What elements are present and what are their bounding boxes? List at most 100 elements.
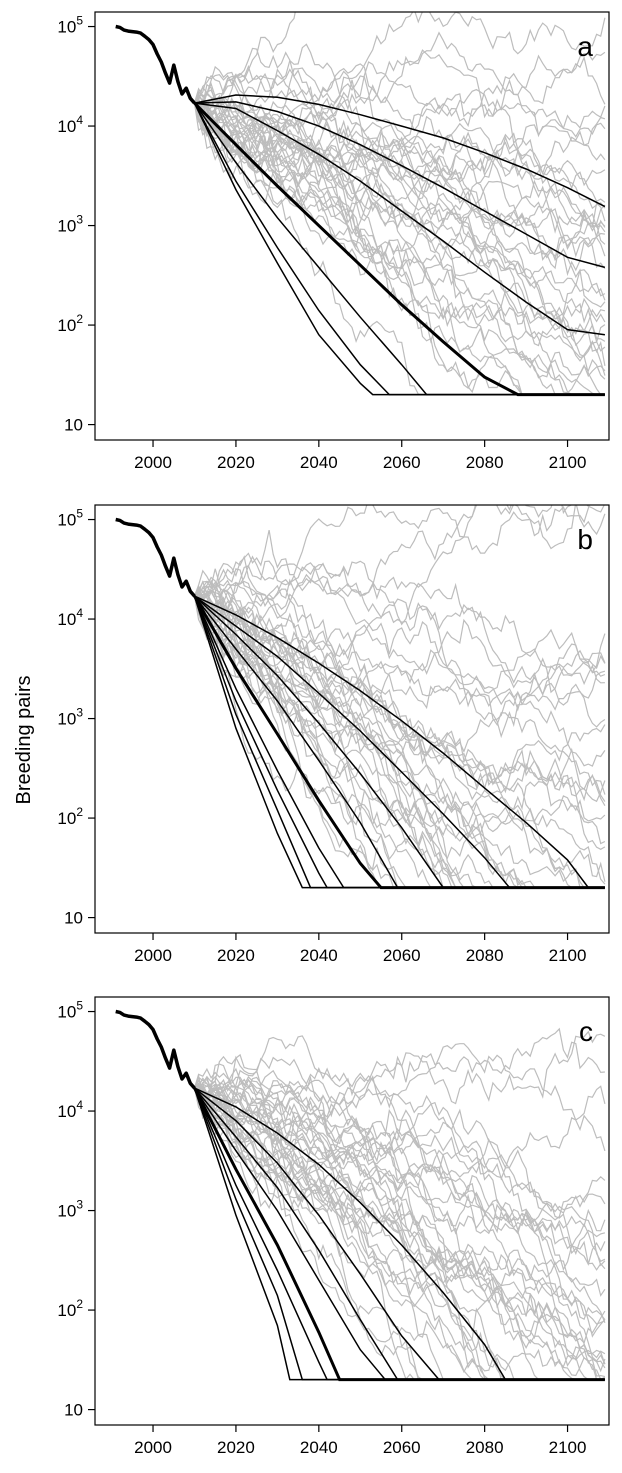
simulation-line <box>194 580 606 803</box>
panel-label: c <box>579 1016 593 1047</box>
observed-line <box>115 24 196 105</box>
simulation-line <box>194 590 444 888</box>
simulation-line <box>193 1087 419 1380</box>
panel-b: 2000 2020 2040 2060 2080 2100 10 102 103 104 105 b <box>57 504 610 965</box>
plot-area <box>115 505 606 890</box>
simulation-line <box>193 595 606 794</box>
x-tick-label: 2000 <box>134 946 172 965</box>
y-axis-label: Breeding pairs <box>13 676 35 805</box>
simulation-line <box>194 97 606 380</box>
simulation-line <box>193 595 606 845</box>
simulation-line <box>194 64 606 210</box>
simulation-line <box>194 1063 576 1381</box>
simulation-line <box>194 595 456 889</box>
simulation-line <box>194 92 606 347</box>
simulation-line <box>194 585 605 706</box>
y-tick-label: 102 <box>57 312 83 335</box>
simulation-line <box>194 576 606 706</box>
simulation-line <box>193 89 606 270</box>
simulation-line <box>193 102 606 321</box>
simulation-line <box>193 43 606 143</box>
x-tick-label: 2040 <box>300 453 338 472</box>
simulation-line <box>194 595 399 888</box>
median-line <box>193 102 605 397</box>
simulation-line <box>194 1087 606 1369</box>
panel-a: 2000 2020 2040 2060 2080 2100 10 102 103 104 105 a <box>57 11 610 472</box>
simulation-line <box>193 1087 606 1381</box>
panel-c: 2000 2020 2040 2060 2080 2100 10 102 103 104 105 c <box>57 996 610 1457</box>
simulation-line <box>193 587 386 889</box>
quantile-line <box>193 1087 605 1381</box>
simulation-line <box>194 1087 606 1378</box>
x-tick-label: 2080 <box>466 1438 504 1457</box>
quantile-line <box>194 595 605 889</box>
y-tick-label: 105 <box>57 14 83 37</box>
simulation-line <box>193 560 606 795</box>
x-tick-label: 2060 <box>383 1438 421 1457</box>
simulation-line <box>194 1087 490 1381</box>
quantile-line <box>193 102 605 396</box>
y-tick-label: 102 <box>57 805 83 828</box>
plot-area <box>115 1009 606 1382</box>
y-tick-label: 104 <box>57 1098 83 1121</box>
quantile-line <box>194 94 606 208</box>
simulation-line <box>194 61 606 229</box>
simulation-line <box>194 505 605 619</box>
simulation-line <box>194 590 606 882</box>
simulation-line <box>194 1087 490 1381</box>
x-tick-label: 2080 <box>466 946 504 965</box>
simulation-line <box>194 1080 539 1381</box>
y-tick-label: 10 <box>64 1401 83 1420</box>
simulation-line <box>194 505 605 622</box>
simulation-line <box>193 102 606 376</box>
simulation-line <box>194 595 523 888</box>
x-tick-label: 2000 <box>134 453 172 472</box>
simulation-line <box>194 1075 606 1271</box>
simulation-line <box>194 101 606 244</box>
simulation-line <box>193 568 606 739</box>
x-tick-label: 2100 <box>549 946 587 965</box>
simulation-line <box>194 555 606 670</box>
simulation-line <box>194 102 576 396</box>
y-tick-label: 103 <box>57 1198 83 1221</box>
x-tick-label: 2000 <box>134 1438 172 1457</box>
simulation-line <box>194 1083 606 1373</box>
simulation-line <box>194 595 494 888</box>
x-tick-label: 2040 <box>300 1438 338 1457</box>
panel-label: b <box>577 524 593 555</box>
simulation-line <box>194 1082 606 1338</box>
simulation-line <box>193 1087 502 1380</box>
y-tick-label: 105 <box>57 507 83 530</box>
simulation-line <box>193 595 581 888</box>
simulation-line <box>194 1085 606 1263</box>
simulation-line <box>194 1027 605 1109</box>
simulation-line <box>193 1075 606 1321</box>
x-tick-label: 2040 <box>300 946 338 965</box>
y-tick-label: 103 <box>57 213 83 236</box>
observed-line <box>115 1009 196 1090</box>
plot-area <box>115 12 606 397</box>
quantile-line <box>194 1087 605 1381</box>
simulation-line <box>193 595 606 885</box>
x-tick-label: 2100 <box>549 453 587 472</box>
x-tick-label: 2020 <box>217 946 255 965</box>
y-tick-label: 10 <box>64 909 83 928</box>
y-tick-label: 104 <box>57 113 83 136</box>
x-tick-label: 2060 <box>383 453 421 472</box>
x-tick-label: 2100 <box>549 1438 587 1457</box>
y-tick-label: 103 <box>57 706 83 729</box>
panel-label: a <box>577 31 593 62</box>
x-tick-label: 2020 <box>217 1438 255 1457</box>
simulation-line <box>193 94 606 325</box>
quantile-line <box>194 102 606 336</box>
simulation-line <box>194 31 606 106</box>
quantile-line <box>194 595 605 889</box>
x-tick-label: 2060 <box>383 946 421 965</box>
simulation-line <box>194 1075 606 1266</box>
simulation-line <box>193 1053 606 1152</box>
simulation-line <box>194 595 606 767</box>
quantile-line <box>194 1087 605 1381</box>
simulation-line <box>193 595 457 888</box>
observed-line <box>115 517 196 598</box>
y-tick-label: 10 <box>64 416 83 435</box>
